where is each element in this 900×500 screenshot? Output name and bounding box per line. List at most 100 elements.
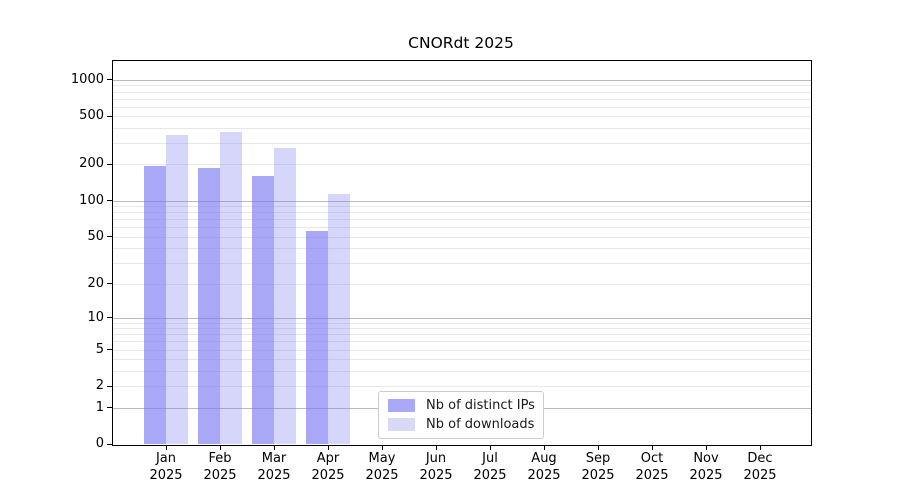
x-tick-label: Oct 2025 <box>622 451 682 484</box>
gridline-minor <box>113 334 811 336</box>
x-tick-label: Dec 2025 <box>730 451 790 484</box>
x-tick-month: Oct <box>640 451 664 466</box>
plot-area <box>112 60 812 446</box>
y-tick-label: 1 <box>95 399 104 415</box>
x-tick-label: Apr 2025 <box>298 451 358 484</box>
gridline-minor <box>113 128 811 129</box>
x-tick-label: Sep 2025 <box>568 451 628 484</box>
bar-distinct-ips <box>306 230 328 444</box>
x-tick-year: 2025 <box>419 467 453 483</box>
x-tick-label: Nov 2025 <box>676 451 736 484</box>
x-tick-mark <box>219 445 221 450</box>
x-tick-month: Jul <box>482 451 498 466</box>
bar-downloads <box>166 135 188 444</box>
y-tick-mark <box>107 407 112 409</box>
chart-title: CNORdt 2025 <box>408 34 514 52</box>
x-tick-year: 2025 <box>311 467 345 483</box>
gridline-major <box>113 317 811 319</box>
x-tick-mark <box>705 445 707 450</box>
gridline-minor <box>113 143 811 145</box>
x-tick-month: Feb <box>208 451 232 466</box>
x-tick-year: 2025 <box>527 467 561 483</box>
legend: Nb of distinct IPs Nb of downloads <box>378 391 544 439</box>
gridline-minor <box>113 227 811 229</box>
x-tick-mark <box>597 445 599 450</box>
bar-distinct-ips <box>198 167 220 444</box>
gridline-minor <box>113 328 811 330</box>
legend-swatch-downloads <box>388 418 415 431</box>
gridline-minor <box>113 219 811 221</box>
legend-label-distinct-ips: Nb of distinct IPs <box>426 398 535 413</box>
x-tick-month: Nov <box>693 451 719 466</box>
y-tick-label: 10 <box>87 309 104 325</box>
x-tick-year: 2025 <box>689 467 723 483</box>
legend-item-distinct-ips: Nb of distinct IPs <box>379 396 543 415</box>
x-tick-mark <box>651 445 653 450</box>
y-tick-label: 20 <box>87 275 104 291</box>
bar-downloads <box>220 132 242 444</box>
gridline-minor <box>113 283 811 285</box>
y-tick-label: 100 <box>79 192 104 208</box>
y-tick-mark <box>107 115 112 117</box>
x-tick-month: Jan <box>155 451 177 466</box>
x-tick-mark <box>327 445 329 450</box>
y-tick-mark <box>107 200 112 202</box>
x-tick-month: Mar <box>261 451 287 466</box>
x-tick-year: 2025 <box>581 467 615 483</box>
y-tick-label: 2 <box>95 378 104 394</box>
y-tick-label: 0 <box>95 436 104 451</box>
legend-label-downloads: Nb of downloads <box>426 417 535 432</box>
bar-distinct-ips <box>252 175 274 444</box>
x-tick-label: Jun 2025 <box>406 451 466 484</box>
x-tick-year: 2025 <box>635 467 669 483</box>
x-tick-month: Jun <box>425 451 447 466</box>
x-tick-mark <box>165 445 167 450</box>
y-tick-mark <box>107 163 112 166</box>
x-tick-label: Jan 2025 <box>136 451 196 484</box>
bar-downloads <box>274 147 296 444</box>
x-tick-month: Dec <box>747 451 773 466</box>
gridline-minor <box>113 386 811 388</box>
gridline-minor <box>113 91 811 93</box>
x-tick-mark <box>273 445 275 450</box>
y-tick-label: 5 <box>95 341 104 357</box>
x-tick-month: Apr <box>316 451 340 466</box>
gridline-minor <box>113 164 811 166</box>
y-tick-label: 1000 <box>70 71 104 87</box>
legend-item-downloads: Nb of downloads <box>379 415 543 434</box>
gridline-minor <box>113 248 811 250</box>
gridline-minor <box>113 206 811 208</box>
x-tick-year: 2025 <box>149 467 183 483</box>
y-tick-label: 50 <box>87 228 104 244</box>
gridline-minor <box>113 359 811 361</box>
gridline-minor <box>113 341 811 343</box>
x-tick-label: May 2025 <box>352 451 412 484</box>
y-tick-mark <box>107 317 112 319</box>
y-tick-mark <box>107 349 112 351</box>
x-tick-month: May <box>368 451 396 466</box>
x-tick-year: 2025 <box>257 467 291 483</box>
x-tick-mark <box>435 445 437 450</box>
bar-downloads <box>328 193 350 444</box>
x-tick-year: 2025 <box>473 467 507 483</box>
x-tick-mark <box>489 445 491 450</box>
x-tick-year: 2025 <box>203 467 237 483</box>
x-tick-month: Sep <box>585 451 611 466</box>
bar-distinct-ips <box>144 165 166 444</box>
y-tick-label: 500 <box>79 108 104 124</box>
x-tick-month: Aug <box>531 451 557 466</box>
gridline-minor <box>113 370 811 372</box>
gridline-minor <box>113 106 811 108</box>
x-tick-mark <box>543 445 545 450</box>
x-tick-label: Mar 2025 <box>244 451 304 484</box>
x-tick-year: 2025 <box>365 467 399 483</box>
legend-swatch-distinct-ips <box>388 399 415 412</box>
gridline-minor <box>113 212 811 214</box>
y-tick-mark <box>107 283 112 285</box>
gridline-minor <box>113 349 811 351</box>
x-tick-label: Aug 2025 <box>514 451 574 484</box>
x-tick-year: 2025 <box>743 467 777 483</box>
gridline-minor <box>113 116 811 118</box>
y-tick-mark <box>107 79 112 81</box>
